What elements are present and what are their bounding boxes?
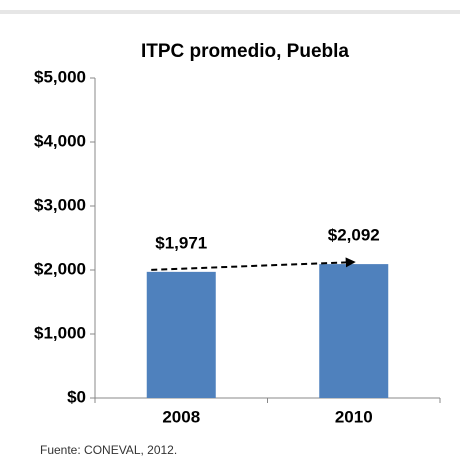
bar — [146, 271, 216, 398]
y-tick-label: $3,000 — [34, 195, 86, 214]
source-note: Fuente: CONEVAL, 2012. — [40, 443, 177, 457]
top-rule — [0, 10, 460, 14]
y-tick-label: $0 — [67, 387, 86, 406]
y-tick-label: $2,000 — [34, 259, 86, 278]
y-tick-label: $1,000 — [34, 323, 86, 342]
value-label: $1,971 — [155, 233, 207, 252]
x-tick-label: 2010 — [335, 407, 373, 426]
chart-title: ITPC promedio, Puebla — [141, 41, 349, 62]
y-tick-label: $4,000 — [34, 131, 86, 150]
value-label: $2,092 — [328, 226, 380, 245]
y-tick-label: $5,000 — [34, 67, 86, 86]
trend-arrow — [151, 257, 356, 271]
bar — [319, 264, 389, 398]
x-tick-label: 2008 — [162, 407, 200, 426]
